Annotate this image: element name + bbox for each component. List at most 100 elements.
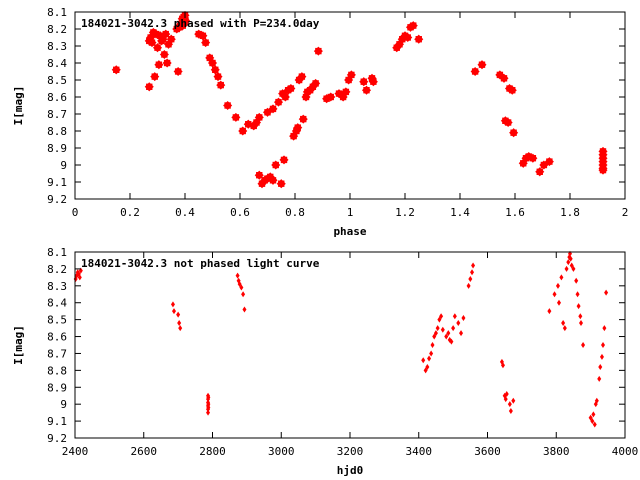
x-tick-label: 2400: [62, 445, 89, 458]
data-point-core: [165, 41, 172, 48]
data-point: [555, 282, 560, 289]
data-point-core: [415, 36, 422, 43]
y-tick-label: 8.3: [47, 40, 67, 53]
data-point: [599, 353, 604, 360]
data-point: [452, 313, 457, 320]
data-point: [598, 363, 603, 370]
data-point-core: [157, 32, 164, 39]
data-point-core: [520, 160, 527, 167]
x-tick-label: 3200: [337, 445, 364, 458]
data-point-core: [298, 73, 306, 80]
y-tick-label: 8.1: [47, 246, 67, 259]
data-point-core: [478, 61, 486, 68]
data-point: [511, 397, 516, 404]
data-point: [562, 325, 567, 332]
data-point: [575, 291, 580, 298]
data-point-core: [232, 114, 240, 121]
data-point: [235, 272, 240, 279]
data-point: [579, 320, 583, 327]
data-point: [547, 308, 552, 315]
x-tick-label: 0.8: [285, 206, 305, 219]
y-tick-label: 8.8: [47, 364, 67, 377]
data-point-core: [536, 168, 543, 175]
data-point: [206, 409, 211, 416]
unphased-plot-frame: [74, 251, 626, 439]
data-point-core: [239, 127, 246, 135]
data-point-core: [306, 87, 314, 94]
data-point: [561, 320, 566, 327]
data-point-core: [155, 61, 163, 68]
data-point-core: [182, 17, 189, 24]
data-point: [429, 350, 434, 357]
phased-chart-title: 184021-3042.3 phased with P=234.0day: [81, 17, 320, 30]
data-point: [77, 274, 82, 281]
data-point: [440, 326, 445, 333]
y-tick-label: 8.9: [47, 142, 67, 155]
data-point-core: [176, 24, 183, 31]
data-point-core: [148, 39, 156, 46]
y-tick-label: 9.2: [47, 432, 67, 445]
data-point-core: [202, 39, 209, 46]
data-point: [427, 355, 432, 362]
data-point-core: [345, 76, 352, 84]
y-tick-label: 9.2: [47, 193, 67, 206]
data-point: [461, 314, 466, 321]
data-point: [421, 357, 426, 364]
data-point: [503, 396, 508, 403]
data-point-core: [315, 47, 322, 55]
y-tick-label: 8.2: [47, 23, 67, 36]
data-point-core: [282, 93, 289, 101]
data-point-core: [264, 109, 271, 116]
data-point-core: [399, 36, 406, 43]
data-point-core: [168, 36, 175, 43]
data-point-core: [152, 30, 160, 38]
data-point: [559, 274, 564, 281]
data-point-core: [294, 124, 301, 131]
data-point: [602, 325, 607, 332]
data-point-core: [280, 156, 288, 164]
x-tick-label: 0: [72, 206, 79, 219]
data-point: [604, 289, 609, 296]
data-point: [566, 259, 571, 266]
data-point: [430, 342, 435, 348]
data-point-core: [146, 83, 153, 90]
data-point-core: [199, 32, 207, 39]
data-point-core: [404, 34, 411, 41]
data-point: [597, 375, 602, 382]
data-point-core: [393, 44, 400, 51]
unphased-light-curve-chart: 2400 2600 2800 3000 3200 3400 3600 3800 4000 8.1 8…: [12, 246, 638, 477]
data-point: [601, 342, 605, 348]
unphased-y-axis-label: I[mag]: [12, 325, 25, 365]
data-point: [206, 404, 211, 411]
data-point-core: [161, 51, 168, 58]
data-point: [425, 363, 430, 370]
data-point-core: [339, 93, 347, 101]
data-point: [507, 401, 512, 408]
data-point-core: [214, 73, 222, 80]
phased-axis-ticks: 0 0.2 0.4 0.6 0.8 1 1.2 1.4 1.6 1.8 2 8.1 8.2 8.3 8.4 8…: [47, 6, 628, 219]
data-point: [449, 338, 454, 345]
data-point-core: [504, 119, 512, 126]
data-point-core: [279, 90, 286, 97]
unphased-axis-ticks: 2400 2600 2800 3000 3200 3400 3600 3800 4000 8.1 8…: [47, 246, 638, 458]
data-point: [504, 391, 509, 398]
data-point: [591, 411, 596, 418]
y-tick-label: 8.6: [47, 91, 67, 104]
x-tick-label: 1: [347, 206, 354, 219]
data-point-core: [159, 36, 167, 43]
y-tick-label: 8.7: [47, 347, 67, 360]
y-tick-label: 9.1: [47, 176, 67, 189]
x-tick-label: 3000: [268, 445, 295, 458]
phased-x-axis-label: phase: [333, 225, 366, 238]
y-tick-label: 9: [60, 398, 67, 411]
data-point-core: [496, 71, 504, 79]
data-point-core: [154, 44, 161, 51]
data-point-core: [272, 161, 279, 169]
data-point: [451, 325, 456, 332]
data-point: [446, 330, 451, 337]
unphased-data-points: [73, 250, 609, 428]
data-point-core: [348, 71, 355, 79]
data-point-core: [290, 132, 297, 140]
data-point: [178, 325, 183, 332]
data-point: [206, 401, 211, 408]
